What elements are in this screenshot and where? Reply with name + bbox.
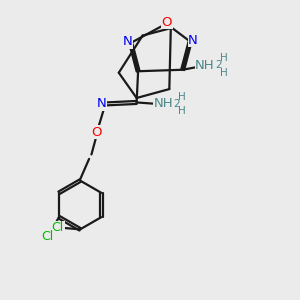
Text: NH: NH [195, 59, 215, 72]
Text: H: H [220, 53, 228, 63]
Text: H: H [220, 68, 228, 78]
Text: Cl: Cl [41, 230, 53, 243]
Text: H: H [178, 92, 186, 101]
Text: 2: 2 [173, 99, 180, 109]
Text: H: H [178, 106, 186, 116]
Text: 2: 2 [215, 60, 221, 70]
Text: O: O [91, 126, 102, 139]
Text: O: O [162, 16, 172, 29]
Text: N: N [97, 98, 107, 110]
Text: Cl: Cl [52, 221, 64, 234]
Text: N: N [188, 34, 198, 46]
Text: NH: NH [154, 98, 173, 110]
Text: N: N [123, 35, 133, 48]
